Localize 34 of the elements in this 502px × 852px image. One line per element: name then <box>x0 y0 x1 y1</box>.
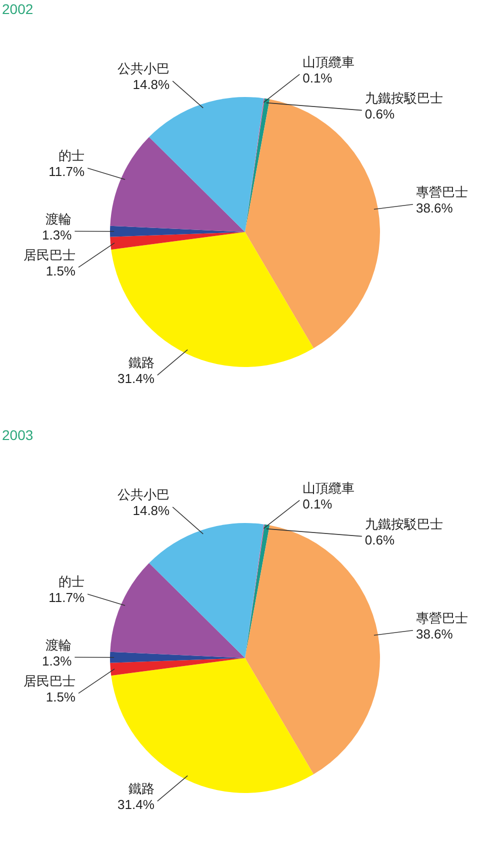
data-label: 1.5% <box>46 689 76 704</box>
slice-label: 山頂纜車 <box>302 480 355 496</box>
data-label: 0.6% <box>364 106 395 122</box>
slice-label: 居民巴士 <box>24 247 76 262</box>
slice-label: 山頂纜車 <box>302 54 355 70</box>
data-label: 14.8% <box>132 503 170 518</box>
data-label: 14.8% <box>132 77 170 92</box>
slice-label: 鐵路 <box>128 355 154 370</box>
data-label: 0.1% <box>302 496 333 512</box>
data-label: 38.6% <box>416 626 454 642</box>
slice-label: 的士 <box>58 148 85 164</box>
data-label: 1.3% <box>42 227 72 242</box>
slice-label: 的士 <box>58 574 85 590</box>
slice-label: 渡輪 <box>46 211 72 226</box>
slice-label: 九鐵按駁巴士 <box>364 90 443 106</box>
slice-label: 九鐵按駁巴士 <box>364 516 443 532</box>
slice-label: 渡輪 <box>46 637 72 652</box>
chart-title: 2002 <box>2 1 34 17</box>
data-label: 11.7% <box>48 164 85 180</box>
slice-label: 居民巴士 <box>24 673 76 688</box>
data-label: 38.6% <box>416 200 454 216</box>
data-label: 31.4% <box>118 371 155 386</box>
data-label: 11.7% <box>48 590 85 606</box>
data-label: 0.1% <box>302 70 333 86</box>
data-label: 31.4% <box>118 797 155 812</box>
data-label: 1.3% <box>42 653 72 668</box>
slice-label: 鐵路 <box>128 781 154 796</box>
chart-title: 2003 <box>2 427 34 443</box>
slice-label: 公共小巴 <box>118 61 170 76</box>
data-label: 0.6% <box>364 532 395 548</box>
slice-label: 專營巴士 <box>416 184 468 200</box>
slice-label: 公共小巴 <box>118 487 170 502</box>
slice-label: 專營巴士 <box>416 610 468 626</box>
data-label: 1.5% <box>46 263 76 278</box>
